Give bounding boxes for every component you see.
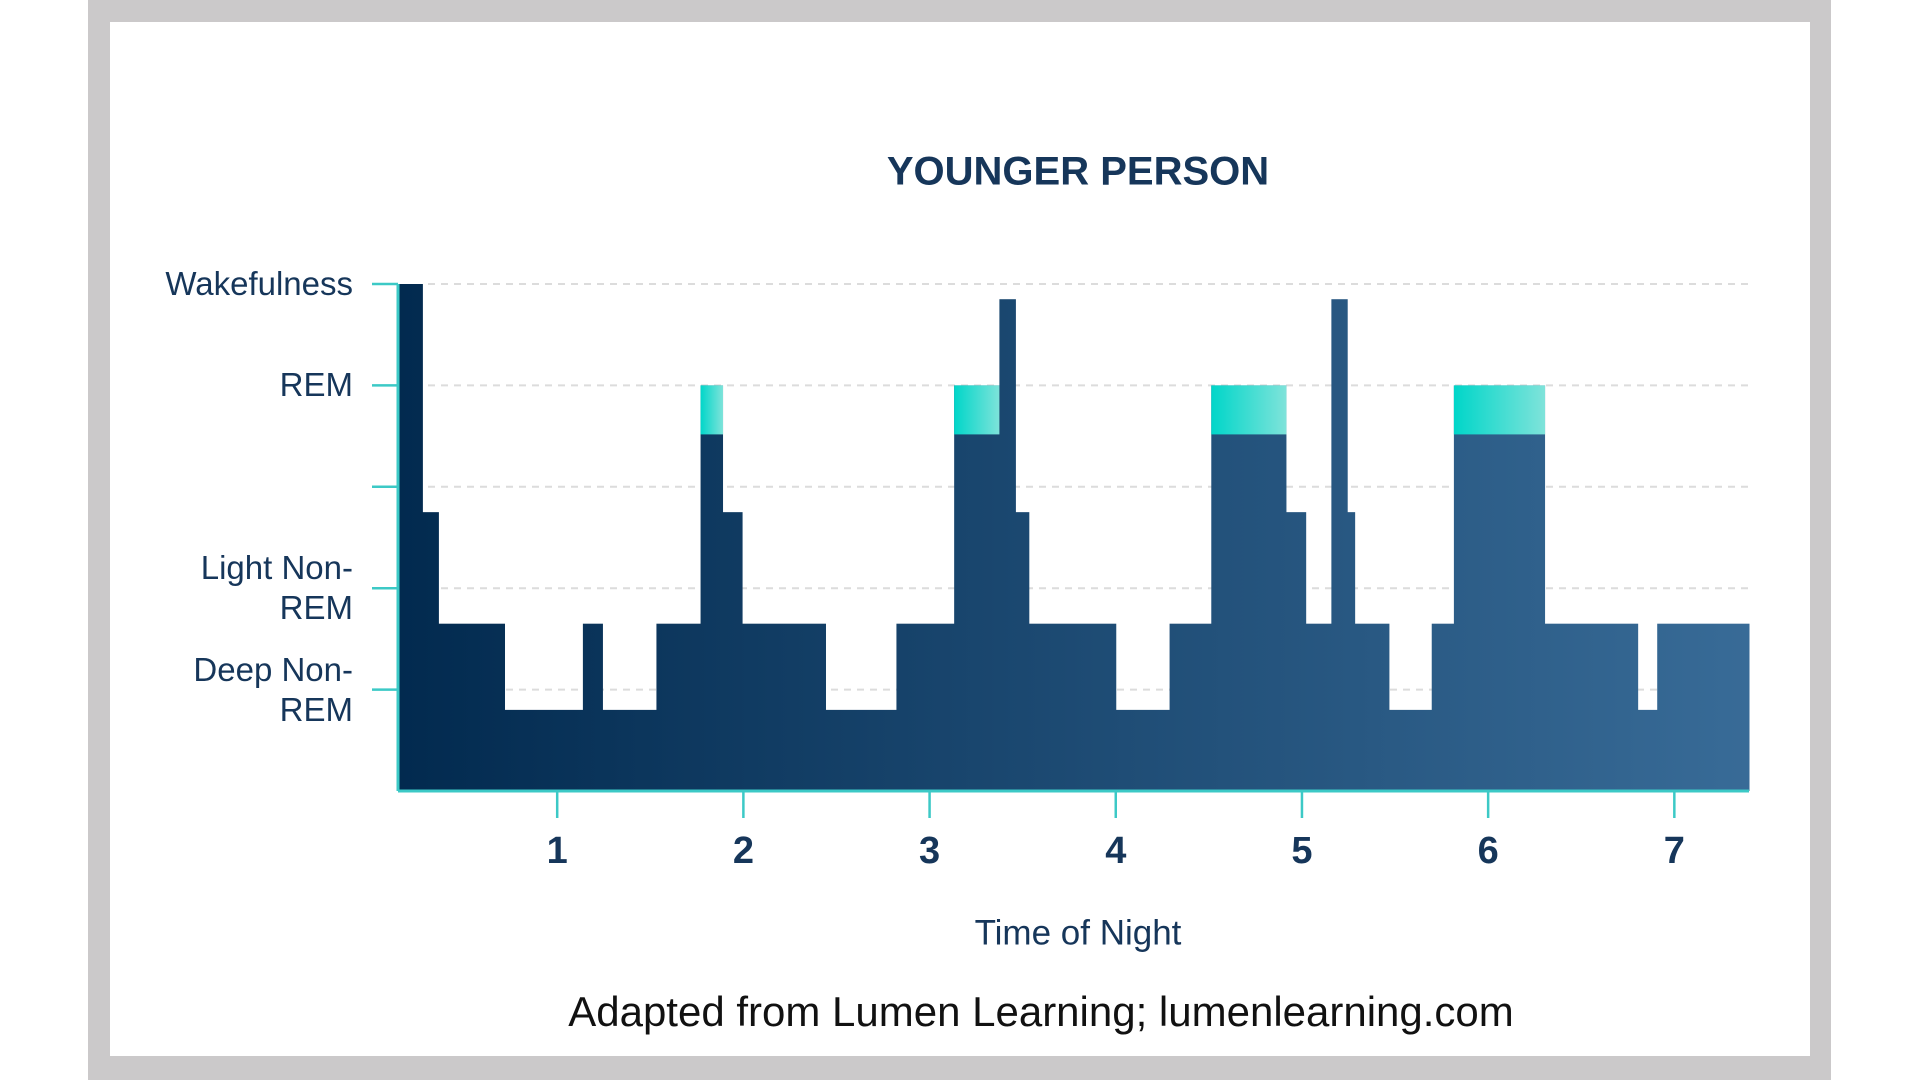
rem-highlight <box>1211 385 1287 435</box>
rem-highlight <box>700 385 724 435</box>
x-tick-label: 7 <box>1664 830 1685 872</box>
stage-bar <box>1211 385 1287 791</box>
stage-bar <box>700 385 724 791</box>
x-tick-label: 2 <box>733 830 754 872</box>
stage-bar <box>1637 709 1658 791</box>
stage-bar <box>1305 623 1332 791</box>
x-tick-label: 4 <box>1105 830 1126 872</box>
stage-bar <box>825 709 897 791</box>
stage-bar <box>1657 623 1750 791</box>
stage-bar <box>722 512 743 791</box>
x-tick-label: 1 <box>547 830 568 872</box>
stage-bar <box>438 623 506 791</box>
stage-bar <box>1453 385 1546 791</box>
y-tick-label: REM <box>279 366 353 404</box>
stage-bar <box>1544 623 1639 791</box>
stage-bar <box>1015 512 1030 791</box>
stage-bar <box>1347 512 1356 791</box>
stage-bar <box>742 623 826 791</box>
y-tick-label: Deep Non-REM <box>193 650 353 728</box>
x-tick-label: 3 <box>919 830 940 872</box>
stage-bar <box>1169 623 1212 791</box>
stage-bar <box>954 385 1000 791</box>
rem-highlight <box>1453 385 1546 435</box>
stage-bar <box>1331 299 1348 791</box>
stage-bar <box>1285 512 1307 791</box>
y-tick-label: Light Non-REM <box>200 549 353 627</box>
rem-highlight <box>954 385 1000 435</box>
x-axis-title: Time of Night <box>975 913 1182 952</box>
stage-bar <box>656 623 702 791</box>
x-tick-label: 6 <box>1478 830 1499 872</box>
stage-bar <box>422 512 439 791</box>
stage-bar <box>1115 709 1171 791</box>
stage-bar <box>582 623 603 791</box>
stage-bar <box>999 299 1016 791</box>
caption: Adapted from Lumen Learning; lumenlearni… <box>568 988 1514 1035</box>
stage-bar <box>1388 709 1433 791</box>
stage-bar <box>1354 623 1390 791</box>
stage-bar <box>1431 623 1455 791</box>
stage-bar <box>398 284 423 791</box>
stage-bar <box>504 709 584 791</box>
stage-bar <box>602 709 657 791</box>
x-tick-label: 5 <box>1291 830 1312 872</box>
y-tick-label: Wakefulness <box>165 265 353 302</box>
stage-bar <box>896 623 955 791</box>
chart-title: YOUNGER PERSON <box>887 150 1269 194</box>
stage-bar <box>1028 623 1117 791</box>
